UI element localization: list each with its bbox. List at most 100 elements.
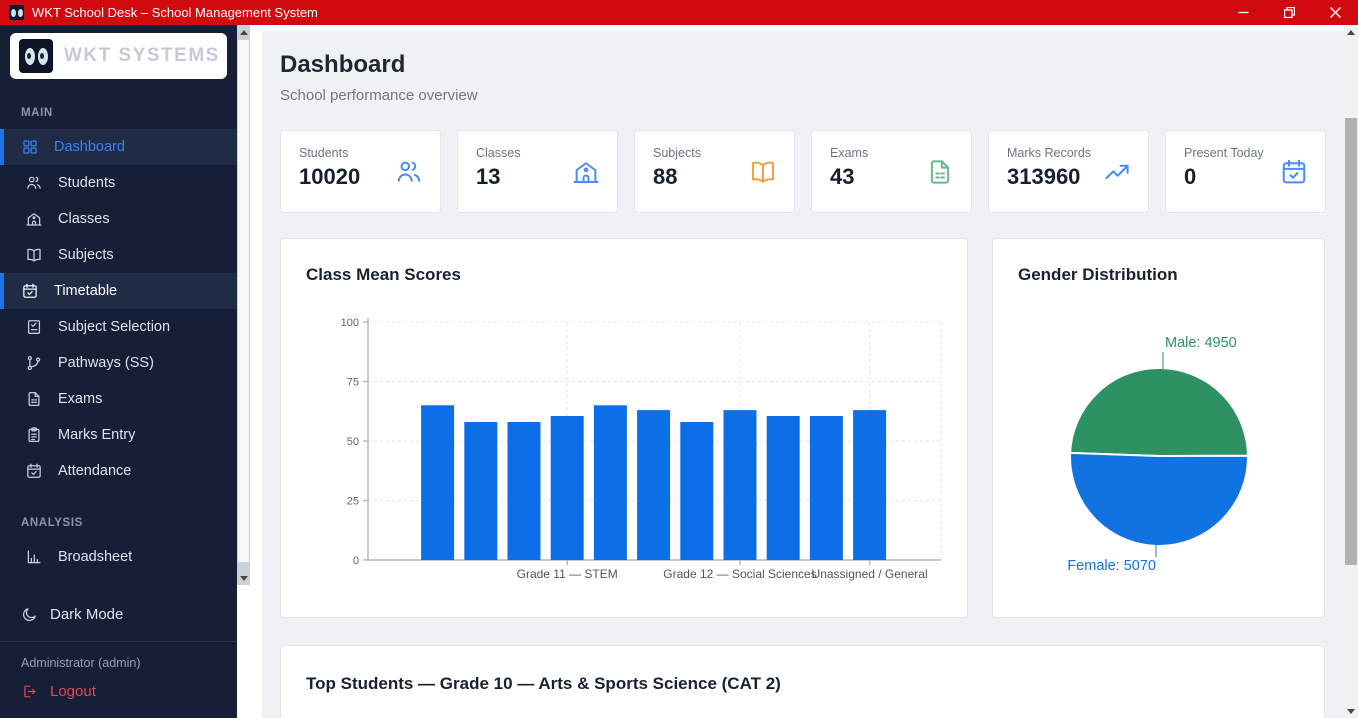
sidebar-item-classes[interactable]: Classes <box>0 201 237 237</box>
bar-7[interactable] <box>723 410 757 560</box>
scroll-up-icon[interactable] <box>237 25 250 39</box>
close-icon <box>1329 7 1341 18</box>
sidebar-item-dashboard[interactable]: Dashboard <box>0 129 237 165</box>
bar-2[interactable] <box>507 422 541 560</box>
sidebar-item-subject-selection[interactable]: Subject Selection <box>0 309 237 345</box>
sidebar-item-timetable[interactable]: Timetable <box>0 273 237 309</box>
students-stat-icon <box>397 161 421 182</box>
sidebar-scrollbar-thumb[interactable] <box>238 40 249 562</box>
restore-icon <box>1283 7 1295 18</box>
sidebar-item-label: Marks Entry <box>58 427 136 443</box>
brand-owl-icon <box>19 39 53 73</box>
open-book-icon <box>752 161 774 183</box>
maximize-button[interactable] <box>1266 0 1312 25</box>
dark-mode-label: Dark Mode <box>50 605 124 623</box>
logout-button[interactable]: Logout <box>0 678 237 704</box>
stat-label: Exams <box>830 146 869 160</box>
stat-label: Subjects <box>653 146 701 160</box>
exams-icon <box>28 391 40 407</box>
stat-label: Classes <box>476 146 521 160</box>
svg-text:100: 100 <box>341 317 359 329</box>
sidebar-item-label: Pathways (SS) <box>58 355 154 371</box>
svg-text:0: 0 <box>353 555 359 567</box>
svg-text:25: 25 <box>347 496 359 508</box>
class-mean-scores-card: Class Mean Scores 0 25 50 75 100 Grade 11 — S… <box>280 238 968 618</box>
bar-chart-title: Class Mean Scores <box>306 265 461 284</box>
pathways-icon <box>27 355 41 371</box>
classes-icon <box>26 213 42 226</box>
main-scrollbar[interactable] <box>1344 25 1358 718</box>
subjects-icon <box>27 248 41 262</box>
nav-section-label: ANALYSIS <box>21 517 83 529</box>
window-titlebar: WKT School Desk – School Management Syst… <box>0 0 1358 25</box>
bar-8[interactable] <box>766 416 800 560</box>
stat-value: 313960 <box>1007 164 1081 189</box>
bar-1[interactable] <box>464 422 498 560</box>
scroll-down-icon[interactable] <box>1344 704 1358 718</box>
stat-card-students: Students 10020 <box>280 130 441 213</box>
stat-value: 13 <box>476 164 501 189</box>
sidebar-item-exams[interactable]: Exams <box>0 381 237 417</box>
page-title: Dashboard <box>280 51 406 78</box>
svg-text:50: 50 <box>347 436 359 448</box>
sidebar-item-label: Classes <box>58 211 110 227</box>
bar-10[interactable] <box>853 410 887 560</box>
bar-0[interactable] <box>421 405 455 560</box>
sidebar-item-label: Attendance <box>58 463 132 479</box>
sidebar-item-attendance[interactable]: Attendance <box>0 453 237 489</box>
bar-9[interactable] <box>809 416 843 560</box>
sidebar-divider <box>0 641 237 642</box>
brand-card: WKT SYSTEMS <box>10 33 227 79</box>
svg-text:Unassigned / General: Unassigned / General <box>812 567 928 581</box>
nav-section-label: MAIN <box>21 107 53 119</box>
sidebar-item-label: Dashboard <box>54 139 125 155</box>
minimize-button[interactable] <box>1220 0 1266 25</box>
bar-6[interactable] <box>680 422 714 560</box>
sidebar-item-pathways-ss[interactable]: Pathways (SS) <box>0 345 237 381</box>
sidebar-item-students[interactable]: Students <box>0 165 237 201</box>
scroll-down-icon[interactable] <box>237 571 250 585</box>
sidebar: WKT SYSTEMS MAIN Dashboard Students Classes… <box>0 25 237 718</box>
bar-3[interactable] <box>550 416 584 560</box>
moon-icon <box>23 607 36 621</box>
sidebar-item-label: Broadsheet <box>58 549 133 565</box>
scroll-up-icon[interactable] <box>1344 25 1358 39</box>
sidebar-item-label: Subjects <box>58 247 114 263</box>
window-controls <box>1220 0 1358 25</box>
sidebar-scrollbar[interactable] <box>237 25 250 585</box>
sidebar-item-label: Subject Selection <box>58 319 171 335</box>
stat-value: 0 <box>1184 164 1197 189</box>
bar-chart-svg: 0 25 50 75 100 Grade 11 — STEM Grade 12 — Soci… <box>341 317 942 581</box>
stat-card-present-today: Present Today 0 <box>1165 130 1326 213</box>
stat-value: 10020 <box>299 164 361 189</box>
stat-label: Marks Records <box>1007 146 1092 160</box>
close-button[interactable] <box>1312 0 1358 25</box>
pie-label-male: Male: 4950 <box>1165 335 1237 351</box>
user-label: Administrator (admin) <box>21 656 141 670</box>
sidebar-item-subjects[interactable]: Subjects <box>0 237 237 273</box>
stat-card-marks-records: Marks Records 313960 <box>988 130 1149 213</box>
stat-value: 88 <box>653 164 678 189</box>
sidebar-item-broadsheet[interactable]: Broadsheet <box>0 539 237 575</box>
trend-up-icon <box>1105 164 1129 179</box>
svg-text:75: 75 <box>347 377 359 389</box>
top-students-card: Top Students — Grade 10 — Arts & Sports … <box>280 645 1325 718</box>
pie-slice-male[interactable] <box>1069 366 1250 458</box>
stat-label: Students <box>299 146 349 160</box>
pie-slice-female[interactable] <box>1069 451 1250 547</box>
main-scrollbar-thumb[interactable] <box>1345 118 1357 565</box>
bar-4[interactable] <box>593 405 627 560</box>
svg-text:Grade 11 — STEM: Grade 11 — STEM <box>517 567 618 581</box>
pie-chart-title: Gender Distribution <box>1018 265 1178 284</box>
brand-name: WKT SYSTEMS <box>64 45 220 66</box>
logout-icon <box>24 685 36 697</box>
sidebar-item-marks-entry[interactable]: Marks Entry <box>0 417 237 453</box>
calendar-check-stat-icon <box>1282 159 1306 183</box>
bar-5[interactable] <box>637 410 671 560</box>
marks-entry-icon <box>28 427 40 443</box>
pie-chart-svg: Male: 4950 Female: 5070 <box>1067 335 1250 574</box>
content-area: Dashboard School performance overview St… <box>262 31 1344 718</box>
subject-selection-icon <box>27 320 41 334</box>
dark-mode-toggle[interactable]: Dark Mode <box>0 599 237 629</box>
